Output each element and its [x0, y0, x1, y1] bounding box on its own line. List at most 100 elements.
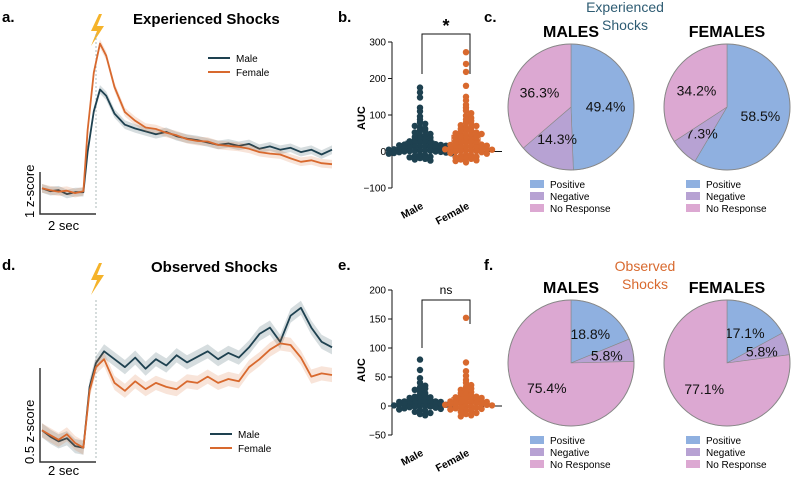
males-title: MALES: [543, 280, 599, 297]
pie-charts-c: 49.4% 14.3% 36.3% 58.5% 7.3% 34.2%: [507, 43, 791, 171]
data-point-male: [416, 119, 424, 126]
series-line-female: [41, 342, 333, 449]
data-point-male: [422, 147, 429, 154]
data-point-female: [468, 412, 475, 419]
scatter-plot-b: 300 200 100 0 −100 Male Female: [363, 38, 502, 228]
data-point-female: [452, 405, 459, 412]
lightning-bolt-icon: [91, 263, 104, 295]
data-point-male: [396, 149, 403, 156]
sem-band-female: [42, 336, 332, 455]
category-label: Female: [434, 200, 472, 228]
panel-b-letter: b.: [338, 9, 351, 26]
data-point-female: [462, 368, 470, 375]
data-point-male: [390, 149, 398, 157]
data-point-female: [452, 148, 459, 155]
pie-value-label: 36.3%: [520, 85, 560, 101]
panel-f-letter: f.: [484, 257, 493, 274]
pie-value-label: 5.8%: [746, 344, 778, 360]
pie-value-label: 34.2%: [677, 83, 717, 99]
data-point-male: [432, 404, 439, 411]
legend-swatch: [686, 448, 700, 456]
legend-label: Negative: [550, 192, 590, 203]
pie-outline: [663, 43, 791, 171]
panel-a: a. Experienced Shocks Male Female 1 z-sc…: [2, 9, 333, 233]
legend-female-label: Female: [236, 68, 270, 79]
data-point-male: [401, 405, 408, 412]
data-point-male: [416, 379, 424, 386]
y-tick-label: 50: [375, 373, 387, 384]
scale-bar-y-label: 0.5 z-score: [22, 400, 37, 464]
category-label: Male: [399, 447, 425, 469]
pie-outline: [507, 43, 635, 171]
category-label: Female: [434, 447, 472, 475]
data-point-female: [462, 314, 470, 321]
data-point-female: [473, 157, 480, 164]
data-point-male: [416, 154, 424, 162]
data-point-female: [468, 147, 475, 154]
data-point-female: [457, 156, 464, 163]
data-point-female: [483, 150, 490, 157]
legend-label: Negative: [550, 448, 590, 459]
data-point-female: [457, 413, 464, 420]
data-point-female: [452, 157, 459, 165]
data-point-male: [422, 412, 429, 419]
data-point-male: [416, 410, 424, 418]
data-point-female: [462, 127, 470, 134]
data-point-male: [422, 155, 429, 162]
data-point-male: [427, 157, 434, 164]
data-point-male: [416, 94, 424, 101]
data-point-male: [416, 84, 424, 91]
sem-band-male: [42, 300, 332, 455]
series-line-female: [41, 42, 333, 195]
legend-male-label: Male: [238, 430, 260, 441]
data-point-female: [478, 130, 485, 138]
pie-value-label: 49.4%: [586, 98, 626, 114]
panel-d-title: Observed Shocks: [151, 259, 278, 276]
legend-male-label: Male: [236, 54, 258, 65]
y-tick-label: −50: [369, 431, 386, 442]
y-tick-label: 100: [369, 344, 386, 355]
data-point-female: [462, 159, 470, 166]
data-point-female: [462, 119, 470, 126]
y-axis-label: AUC: [356, 358, 368, 382]
y-tick-label: 0: [380, 402, 386, 413]
pie-value-label: 75.4%: [527, 380, 567, 396]
data-point-female: [457, 404, 464, 411]
data-point-female: [447, 145, 454, 152]
lightning-bolt-icon: [91, 14, 104, 46]
legend-swatch: [686, 204, 700, 212]
panel-e-letter: e.: [338, 257, 351, 274]
legend-swatch: [530, 460, 544, 468]
y-tick-label: 100: [369, 111, 386, 122]
y-tick-label: 0: [380, 147, 386, 158]
data-point-female: [457, 408, 464, 415]
significance-marker: ns: [440, 283, 453, 297]
legend-swatch: [686, 460, 700, 468]
data-point-female: [483, 401, 490, 408]
data-point-female: [447, 149, 454, 157]
legend-label: Positive: [550, 436, 585, 447]
pie-value-label: 58.5%: [741, 108, 781, 124]
legend-label: Negative: [706, 448, 746, 459]
data-point-female: [473, 404, 480, 411]
data-point-male: [406, 154, 413, 161]
pie-outline: [663, 299, 791, 427]
data-point-male: [411, 156, 418, 163]
panel-c-heading-line1: Experienced: [586, 0, 664, 15]
females-title: FEMALES: [689, 24, 766, 41]
pie-value-label: 17.1%: [725, 325, 765, 341]
panel-c-letter: c.: [484, 9, 497, 26]
data-point-female: [462, 410, 470, 418]
data-point-female: [457, 147, 464, 154]
legend-swatch: [686, 436, 700, 444]
category-label: Male: [399, 200, 425, 222]
significance-bracket: [421, 299, 471, 348]
data-point-female: [457, 139, 464, 146]
legend-label: Positive: [550, 180, 585, 191]
data-point-male: [411, 386, 418, 393]
females-title: FEMALES: [689, 280, 766, 297]
